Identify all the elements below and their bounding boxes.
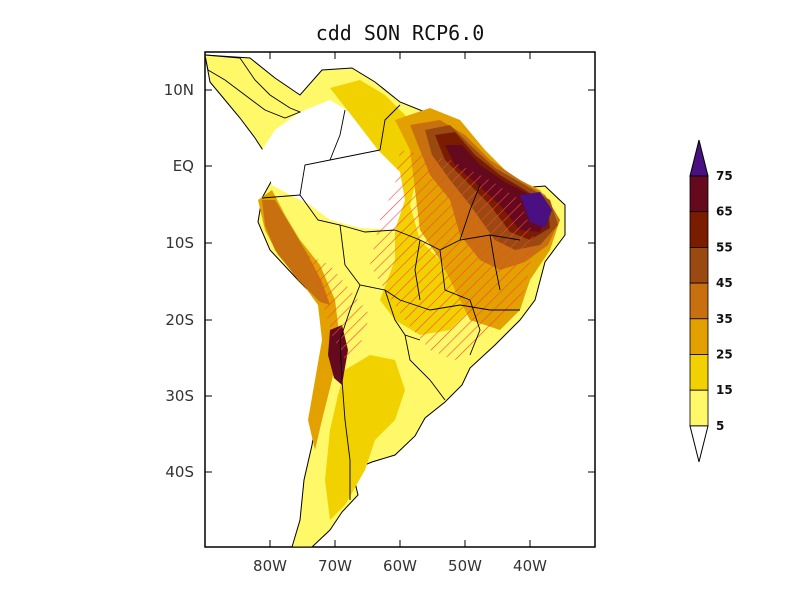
white-region-northwest — [262, 100, 405, 230]
region-15-25-south — [325, 355, 405, 520]
map-title: cdd SON RCP6.0 — [316, 21, 485, 45]
colorbar-level-label: 65 — [716, 205, 733, 219]
map-content — [205, 54, 566, 547]
lat-label-40s: 40S — [165, 463, 194, 481]
colorbar-level-label: 45 — [716, 276, 733, 290]
hatch-significance-east — [370, 150, 535, 360]
colorbar-segment — [689, 175, 709, 213]
colorbar-level-label: 75 — [716, 169, 733, 183]
lon-label-50w: 50W — [448, 557, 482, 575]
colorbar: 75 65 55 45 35 25 15 5 — [689, 139, 733, 463]
colorbar-segment — [689, 389, 709, 427]
colorbar-segment — [689, 246, 709, 284]
colorbar-segment — [689, 282, 709, 320]
colorbar-level-label: 25 — [716, 348, 733, 362]
axis-ticks — [205, 52, 595, 547]
lon-label-60w: 60W — [383, 557, 417, 575]
colorbar-level-label: 15 — [716, 383, 733, 397]
lat-label-30s: 30S — [165, 387, 194, 405]
colorbar-segment — [689, 211, 709, 248]
region-25-35-west — [258, 190, 340, 450]
country-borders — [261, 104, 521, 500]
hatch-significance-andes — [308, 255, 370, 360]
lat-label-10s: 10S — [165, 234, 194, 252]
lon-label-70w: 70W — [318, 557, 352, 575]
colorbar-under-triangle — [689, 425, 709, 463]
colorbar-over-triangle — [689, 139, 709, 177]
central-america — [205, 54, 302, 119]
lon-label-80w: 80W — [253, 557, 287, 575]
lat-label-10n: 10N — [164, 81, 194, 99]
colorbar-segment — [689, 318, 709, 355]
colorbar-segment — [689, 354, 709, 391]
region-above-75 — [520, 192, 552, 228]
region-35-45-peru — [262, 200, 330, 305]
lat-label-eq: EQ — [173, 157, 194, 175]
colorbar-level-label: 35 — [716, 312, 733, 326]
lon-label-40w: 40W — [513, 557, 547, 575]
lat-label-20s: 20S — [165, 311, 194, 329]
colorbar-level-label: 55 — [716, 240, 733, 254]
colorbar-level-label: 5 — [716, 419, 724, 433]
